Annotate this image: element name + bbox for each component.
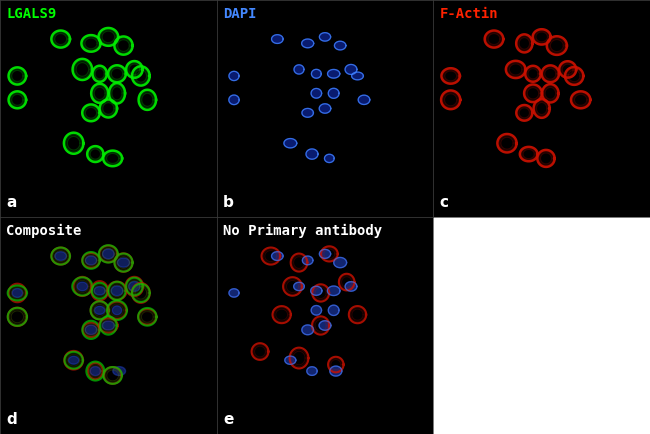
Text: d: d (6, 412, 18, 427)
Polygon shape (311, 69, 321, 78)
Polygon shape (302, 256, 313, 265)
Polygon shape (328, 69, 340, 78)
Polygon shape (302, 39, 314, 48)
Polygon shape (330, 366, 342, 376)
Polygon shape (358, 95, 370, 105)
Polygon shape (284, 138, 297, 148)
Polygon shape (319, 104, 331, 113)
Polygon shape (335, 41, 346, 50)
Polygon shape (111, 286, 123, 296)
Text: Composite: Composite (6, 224, 82, 238)
Polygon shape (319, 33, 331, 41)
Polygon shape (333, 257, 346, 268)
Polygon shape (129, 282, 140, 291)
Polygon shape (328, 286, 340, 296)
Polygon shape (272, 252, 283, 260)
Polygon shape (102, 321, 114, 330)
Polygon shape (294, 65, 304, 74)
Polygon shape (94, 286, 105, 295)
Text: F-Actin: F-Actin (440, 7, 499, 20)
Polygon shape (113, 367, 125, 375)
Polygon shape (306, 149, 318, 159)
Polygon shape (328, 88, 339, 99)
Polygon shape (328, 305, 339, 316)
Polygon shape (55, 252, 66, 260)
Polygon shape (294, 282, 304, 291)
Polygon shape (103, 249, 114, 259)
Text: c: c (440, 195, 449, 210)
Polygon shape (302, 325, 313, 335)
Polygon shape (345, 65, 357, 74)
Polygon shape (118, 258, 130, 267)
Polygon shape (94, 306, 105, 314)
Polygon shape (90, 367, 101, 375)
Polygon shape (345, 282, 357, 291)
Polygon shape (302, 108, 313, 117)
Text: No Primary antibody: No Primary antibody (223, 224, 382, 238)
Polygon shape (112, 306, 122, 315)
Text: a: a (6, 195, 17, 210)
Polygon shape (319, 250, 331, 258)
Polygon shape (229, 289, 239, 297)
Text: DAPI: DAPI (223, 7, 257, 20)
Polygon shape (311, 89, 322, 98)
Polygon shape (324, 154, 334, 163)
Polygon shape (68, 356, 79, 364)
Polygon shape (77, 282, 88, 291)
Text: e: e (223, 412, 233, 427)
Polygon shape (311, 286, 322, 295)
Polygon shape (12, 289, 23, 297)
Polygon shape (352, 72, 363, 80)
Polygon shape (229, 95, 239, 105)
Polygon shape (229, 71, 239, 81)
Polygon shape (319, 321, 331, 330)
Polygon shape (85, 325, 97, 335)
Text: LGALS9: LGALS9 (6, 7, 57, 20)
Text: b: b (223, 195, 234, 210)
Polygon shape (272, 35, 283, 43)
Polygon shape (285, 356, 296, 364)
Polygon shape (85, 256, 97, 265)
Polygon shape (307, 367, 317, 375)
Polygon shape (311, 306, 322, 315)
